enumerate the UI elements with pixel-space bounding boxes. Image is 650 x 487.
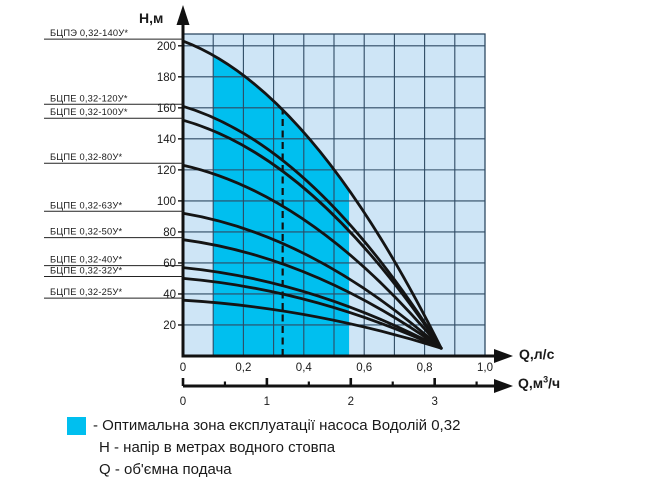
legend-zone-text: - Оптимальна зона експлуатації насоса Во… [93,417,461,434]
pump-curve-1 [181,39,443,350]
curve-label-5: БЦПЕ 0,32-63У* [50,200,122,210]
pump-curve-2 [181,104,443,350]
y-tick-label: 140 [157,134,176,146]
pump-curve-6 [181,238,443,350]
curve-label-3: БЦПЕ 0,32-100У* [50,107,128,117]
y-tick-label: 100 [157,196,176,208]
x-axis-secondary-title-prefix: Q,м [518,375,544,391]
legend-flow-definition: Q - об'ємна подача [99,461,232,478]
pump-curve-3 [181,118,443,350]
curve-label-9: БЦПЕ 0,32-25У* [50,287,122,297]
curve-label-1: БЦПЭ 0,32-140У* [50,28,128,38]
x-axis-secondary-title-sup: 3 [543,374,549,385]
y-axis-title: Н,м [139,10,164,26]
y-tick-label: 200 [157,41,176,53]
curve-label-7: БЦПЕ 0,32-40У* [50,255,122,265]
x-secondary-tick-label: 0 [180,396,186,408]
x-primary-tick-label: 1,0 [477,362,493,374]
curve-label-6: БЦПЕ 0,32-50У* [50,227,122,237]
x-secondary-tick-label: 2 [348,396,354,408]
x-primary-tick-label: 0 [180,362,186,374]
x-secondary-tick-label: 1 [264,396,270,408]
x-axis-secondary-title: Q,м3/ч [518,375,560,391]
secondary-axis-arrow-icon [494,379,513,393]
x-primary-tick-label: 0,4 [296,362,313,374]
optimal-zone-swatch [67,417,86,435]
y-tick-label: 40 [163,289,176,301]
pump-curve-8 [181,277,443,350]
legend: - Оптимальна зона експлуатації насоса Во… [67,415,460,481]
pump-curve-7 [181,266,443,350]
pump-curve-4 [181,163,443,350]
y-tick-label: 180 [157,72,176,84]
y-tick-label: 60 [163,258,176,270]
y-tick-label: 20 [163,320,176,332]
x-primary-tick-label: 0,6 [356,362,372,374]
x-secondary-tick-label: 3 [431,396,437,408]
curve-label-8: БЦПЕ 0,32-32У* [50,265,122,275]
x-primary-tick-label: 0,2 [235,362,251,374]
x-axis-secondary-title-suffix: /ч [548,375,561,391]
pump-curve-5 [181,211,443,350]
y-tick-label: 160 [157,103,176,115]
x-axis-arrow-icon [494,349,513,363]
x-axis-primary-title: Q,л/с [519,346,555,362]
y-tick-label: 120 [157,165,176,177]
x-primary-tick-label: 0,8 [417,362,433,374]
pump-curve-9 [181,298,443,350]
y-axis-arrow-icon [176,5,190,25]
curve-label-2: БЦПЕ 0,32-120У* [50,93,128,103]
y-tick-label: 80 [163,227,176,239]
legend-zone-row: - Оптимальна зона експлуатації насоса Во… [67,415,460,437]
legend-head-definition: Н - напір в метрах водного стовпа [99,439,336,456]
curve-label-4: БЦПЕ 0,32-80У* [50,152,122,162]
